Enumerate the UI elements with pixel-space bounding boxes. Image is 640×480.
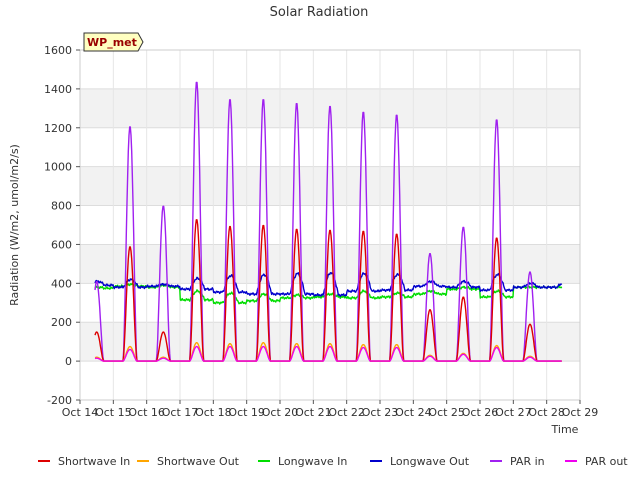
site-label-tag: WP_met	[83, 32, 144, 52]
x-tick-label: Oct 21	[295, 406, 332, 419]
y-tick-label: 1600	[44, 44, 72, 57]
legend-label: Longwave Out	[390, 455, 470, 468]
plot-band	[80, 361, 580, 400]
x-tick-label: Oct 23	[362, 406, 399, 419]
y-tick-label: 0	[65, 355, 72, 368]
legend-item: PAR in	[490, 455, 545, 468]
x-tick-label: Oct 24	[395, 406, 432, 419]
y-axis-ticks: -200 0 200 400 600 800 1000 1200 1400 1600	[44, 44, 80, 407]
plot-frame	[79, 49, 581, 401]
y-axis-label: Radiation (W/m2, umol/m2/s)	[8, 144, 21, 306]
y-tick-label: 1000	[44, 161, 72, 174]
legend-label: Shortwave In	[58, 455, 130, 468]
y-tick-label: 200	[51, 316, 72, 329]
plot-band	[80, 244, 580, 284]
x-tick-label: Oct 15	[95, 406, 132, 419]
series-line-par-out	[94, 345, 562, 362]
x-tick-label: Oct 27	[495, 406, 532, 419]
x-tick-label: Oct 19	[228, 406, 265, 419]
y-tick-label: 600	[51, 238, 72, 251]
plot-band	[80, 166, 580, 206]
y-tick-label: 1200	[44, 122, 72, 135]
series-line-longwave-in	[94, 282, 563, 305]
x-tick-label: Oct 18	[195, 406, 232, 419]
gridlines	[79, 49, 581, 401]
legend-label: PAR in	[510, 455, 545, 468]
x-axis-label: Time	[551, 423, 579, 436]
legend-label: Longwave In	[278, 455, 347, 468]
plot-band	[80, 50, 580, 89]
legend-item: Longwave Out	[370, 455, 470, 468]
legend-item: Shortwave Out	[137, 455, 240, 468]
x-tick-label: Oct 17	[162, 406, 199, 419]
x-tick-label: Oct 25	[428, 406, 465, 419]
plot-band	[80, 205, 580, 245]
chart-title: Solar Radiation	[270, 5, 369, 20]
legend-label: PAR out	[585, 455, 628, 468]
legend-item: Shortwave In	[38, 455, 130, 468]
y-tick-label: 800	[51, 200, 72, 213]
y-tick-label: 1400	[44, 83, 72, 96]
series-lines	[94, 81, 563, 362]
x-tick-label: Oct 28	[528, 406, 565, 419]
plot-band	[80, 322, 580, 362]
x-tick-label: Oct 26	[462, 406, 499, 419]
x-tick-label: Oct 29	[562, 406, 599, 419]
legend: Shortwave In Shortwave Out Longwave In Long…	[38, 455, 628, 468]
y-tick-label: -200	[47, 394, 72, 407]
x-tick-label: Oct 16	[128, 406, 165, 419]
legend-item: Longwave In	[258, 455, 347, 468]
x-tick-label: Oct 22	[328, 406, 365, 419]
site-label: WP_met	[87, 36, 137, 49]
legend-item: PAR out	[565, 455, 628, 468]
plot-band	[80, 127, 580, 167]
x-tick-label: Oct 14	[62, 406, 99, 419]
x-tick-label: Oct 20	[262, 406, 299, 419]
plot-background	[80, 50, 580, 400]
legend-label: Shortwave Out	[157, 455, 240, 468]
plot-band	[80, 283, 580, 323]
series-line-longwave-out	[94, 271, 563, 298]
y-tick-label: 400	[51, 277, 72, 290]
